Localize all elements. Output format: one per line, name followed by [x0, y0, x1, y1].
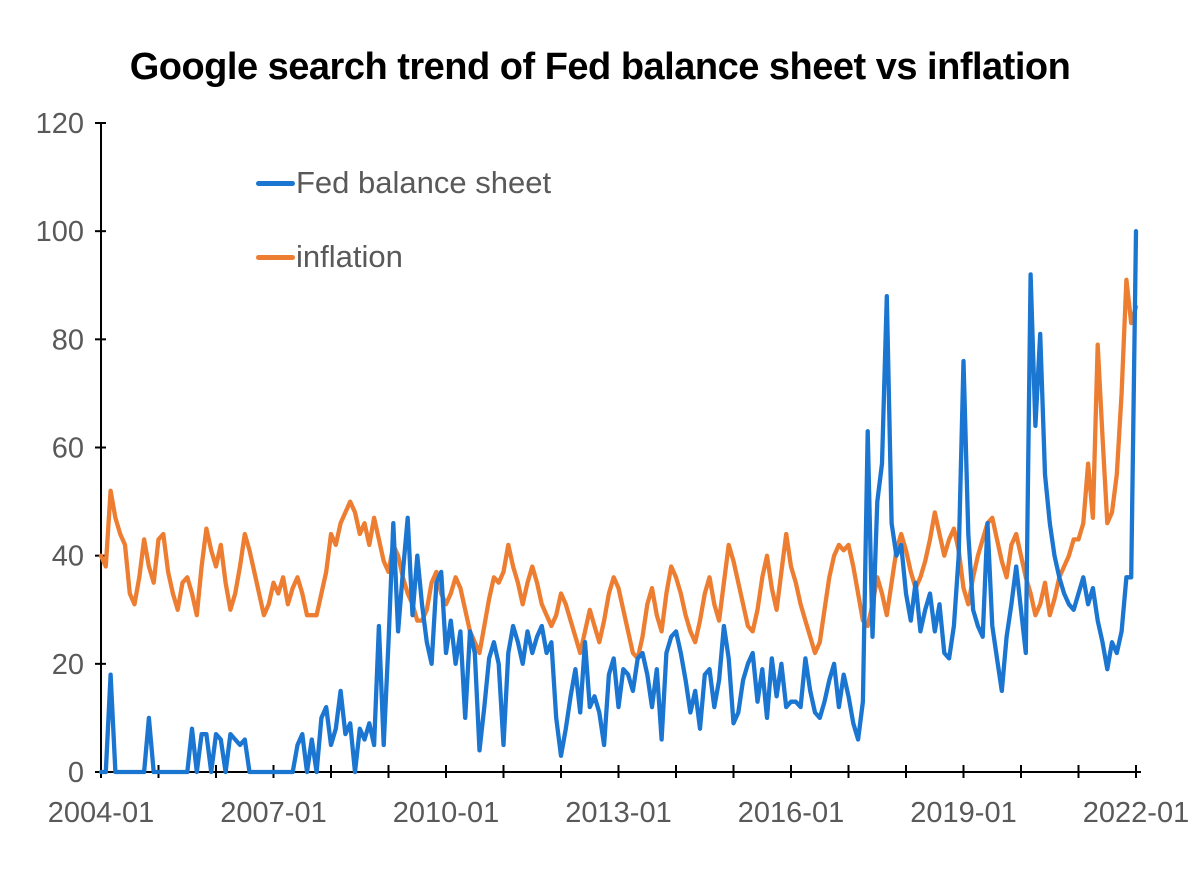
inflation-line [98, 277, 1139, 661]
legend: Fed balance sheet inflation [256, 165, 551, 313]
legend-item-inflation: inflation [256, 239, 551, 275]
legend-line-swatch-inflation [256, 254, 295, 260]
x-tick-label: 2013-01 [565, 797, 671, 829]
x-tick-label: 2010-01 [393, 797, 499, 829]
x-tick-label: 2016-01 [738, 797, 844, 829]
legend-label-fed: Fed balance sheet [296, 165, 552, 200]
x-tick-label: 2004-01 [48, 797, 154, 829]
y-tick-label: 60 [52, 433, 84, 465]
x-tick-label: 2019-01 [910, 797, 1016, 829]
y-tick-label: 120 [36, 108, 84, 140]
y-tick-label: 100 [36, 216, 84, 248]
y-tick-label: 80 [52, 324, 84, 356]
y-tick-label: 40 [52, 541, 84, 573]
legend-item-fed-balance-sheet: Fed balance sheet [256, 165, 551, 201]
x-tick-label: 2022-01 [1083, 797, 1189, 829]
y-tick-label: 0 [68, 757, 84, 789]
legend-line-swatch-fed [256, 180, 295, 186]
fed-balance-sheet-line [98, 229, 1139, 775]
chart-title: Google search trend of Fed balance sheet… [129, 46, 1071, 88]
x-tick-label: 2007-01 [220, 797, 326, 829]
legend-label-inflation: inflation [296, 239, 403, 274]
y-tick-label: 20 [52, 649, 84, 681]
